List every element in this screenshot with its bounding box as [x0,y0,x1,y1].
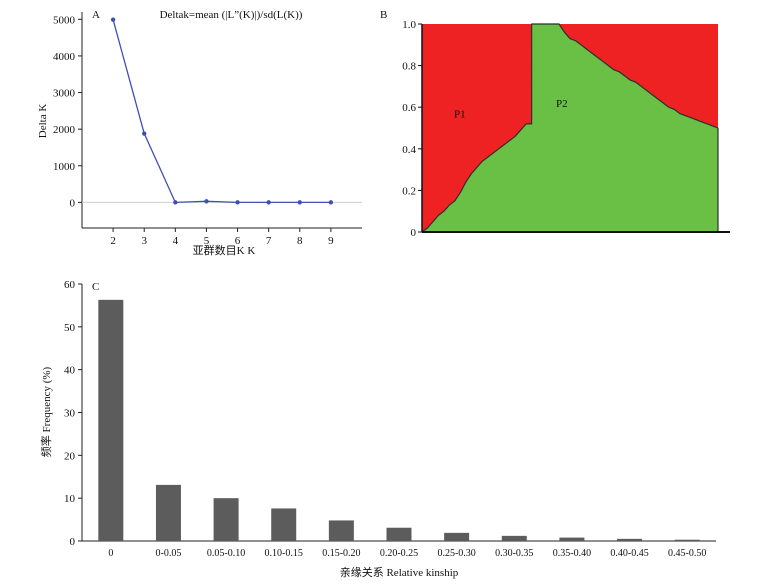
panel-c-label: C [92,281,99,293]
panel-a-title: Deltak=mean (|L”(K)|)/sd(L(K)) [160,9,303,21]
panel-a-x-tick-label: 5 [204,235,210,247]
panel-c-y-tick-label: 10 [64,493,76,505]
panel-c-bar [155,484,181,541]
panel-c-y-tick-label: 20 [64,450,76,462]
panel-c-x-tick-label: 0.15-0.20 [322,548,360,559]
panel-a-data-point [297,200,302,205]
panel-c-x-tick-label: 0.05-0.10 [207,548,245,559]
panel-a-data-point [266,200,271,205]
panel-c-kinship-histogram: C 频率 Frequency (%) 亲缘关系 Relative kinship… [39,279,716,579]
panel-a-y-tick-label: 2000 [53,124,76,136]
panel-b-y-tick-label: 1.0 [402,19,416,31]
panel-a-y-axis-label: Delta K [37,104,49,139]
panel-b-structure-plot: B 0 0.2 0.4 0.6 0.8 1.0 P1 P2 [380,9,730,239]
panel-c-y-tick-label: 50 [64,322,76,334]
panel-a-data-point [235,200,240,205]
panel-a-x-tick-label: 4 [173,235,179,247]
panel-b-y-tick-label: 0.8 [402,61,416,73]
panel-b-label: B [380,9,387,21]
panel-c-bar [98,299,124,541]
panel-c-y-tick-label: 40 [64,365,76,377]
panel-c-bar [617,538,643,541]
panel-a-x-tick-label: 9 [328,235,334,247]
panel-a-x-tick-label: 7 [266,235,272,247]
panel-c-x-tick-label: 0.20-0.25 [380,548,418,559]
panel-a-y-tick-label: 4000 [53,51,76,63]
panel-a-x-axis-label: 亚群数目K K [193,243,256,257]
panel-b-y-tick-label: 0.6 [402,102,416,114]
panel-a-x-tick-label: 6 [235,235,241,247]
panel-c-x-axis-label: 亲缘关系 Relative kinship [340,565,459,579]
panel-a-delta-k-chart: A Deltak=mean (|L”(K)|)/sd(L(K)) Delta K… [37,9,362,257]
panel-c-x-tick-label: 0.45-0.50 [668,548,706,559]
panel-a-x-tick-label: 8 [297,235,303,247]
panel-c-x-tick-label: 0.40-0.45 [610,548,648,559]
panel-c-bar [674,539,700,541]
panel-b-y-tick-label: 0 [411,227,417,239]
panel-a-y-tick-label: 5000 [53,14,76,26]
panel-b-y-tick-label: 0.4 [402,144,416,156]
panel-a-data-point [173,200,178,205]
panel-c-y-tick-label: 0 [70,536,76,548]
panel-c-bar [559,537,585,541]
panel-c-bar [328,520,354,541]
panel-b-y-tick-label: 0.2 [402,185,416,197]
panel-a-y-tick-label: 0 [70,197,76,209]
panel-a-data-point [328,200,334,205]
panel-c-y-tick-label: 30 [64,408,76,420]
panel-c-x-tick-label: 0.10-0.15 [265,548,303,559]
panel-c-y-tick-label: 60 [64,279,76,291]
panel-c-bar [386,527,412,541]
panel-a-x-tick-label: 3 [141,235,147,247]
panel-c-x-tick-label: 0-0.05 [156,548,182,559]
panel-a-data-point [110,17,116,22]
panel-c-bar [444,532,470,541]
panel-a-series-line [112,19,331,204]
panel-c-bar [501,535,527,541]
panel-c-x-tick-label: 0.30-0.35 [495,548,533,559]
panel-a-x-tick-label: 2 [110,235,116,247]
panel-a-data-point [142,131,147,136]
panel-a-label: A [92,9,100,21]
panel-c-x-tick-label: 0.35-0.40 [553,548,591,559]
panel-b-p2-area [421,23,719,233]
panel-c-bar [271,508,297,541]
panel-b-series-label-p1: P1 [454,108,466,120]
panel-c-x-tick-label: 0 [108,548,113,559]
panel-c-y-axis-label: 频率 Frequency (%) [39,366,53,457]
panel-b-series-label-p2: P2 [556,98,568,110]
panel-c-x-tick-label: 0.25-0.30 [437,548,475,559]
panel-a-y-tick-label: 1000 [53,161,76,173]
panel-c-bar [213,498,239,541]
panel-a-data-point [204,199,209,204]
panel-a-y-tick-label: 3000 [53,88,76,100]
